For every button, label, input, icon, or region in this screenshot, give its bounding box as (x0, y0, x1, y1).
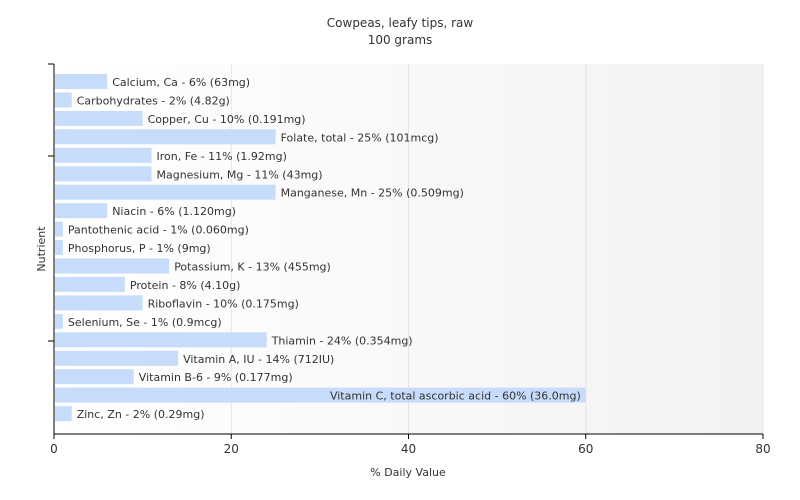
x-tick-label: 0 (50, 442, 58, 456)
bar-label: Vitamin B-6 - 9% (0.177mg) (139, 371, 293, 384)
x-tick-label: 40 (401, 442, 416, 456)
bar-label: Manganese, Mn - 25% (0.509mg) (281, 187, 464, 200)
bar (55, 258, 170, 274)
y-axis-label: Nutrient (35, 226, 48, 272)
bar (55, 221, 63, 237)
x-tick-label: 80 (755, 442, 770, 456)
bar-label: Zinc, Zn - 2% (0.29mg) (77, 408, 205, 421)
bar-label: Niacin - 6% (1.120mg) (112, 205, 236, 218)
bar-label: Magnesium, Mg - 11% (43mg) (157, 168, 323, 181)
bar (55, 203, 108, 219)
bar-label: Potassium, K - 13% (455mg) (174, 261, 331, 274)
bar (55, 295, 143, 311)
x-axis-label: % Daily Value (370, 466, 446, 479)
bar (55, 313, 63, 329)
bar (55, 406, 72, 422)
bar-label: Vitamin A, IU - 14% (712IU) (183, 353, 334, 366)
bar-label: Selenium, Se - 1% (0.9mcg) (68, 316, 222, 329)
bar (55, 387, 586, 403)
x-ticks: 0 20 40 60 80 (50, 434, 771, 456)
chart-title: Cowpeas, leafy tips, raw (327, 16, 474, 30)
bar-label: Pantothenic acid - 1% (0.060mg) (68, 224, 249, 237)
bar-label: Riboflavin - 10% (0.175mg) (148, 297, 299, 310)
bar-label: Carbohydrates - 2% (4.82g) (77, 95, 230, 108)
bar-label: Copper, Cu - 10% (0.191mg) (148, 113, 306, 126)
grid-lines (230, 64, 764, 434)
bar (55, 332, 267, 348)
bar (55, 240, 63, 255)
bar (55, 276, 125, 292)
bar-label: Folate, total - 25% (101mcg) (281, 131, 439, 144)
bar (55, 129, 276, 145)
bar-label: Thiamin - 24% (0.354mg) (271, 334, 413, 347)
bar (55, 350, 179, 366)
bar-label: Iron, Fe - 11% (1.92mg) (157, 150, 287, 163)
bar (55, 74, 108, 89)
bars: Calcium, Ca - 6% (63mg) Carbohydrates - 2… (55, 74, 586, 422)
chart-subtitle: 100 grams (368, 33, 433, 47)
bar-label: Vitamin C, total ascorbic acid - 60% (36… (330, 390, 581, 403)
bar-label: Protein - 8% (4.10g) (130, 279, 241, 292)
bar (55, 184, 276, 200)
bar (55, 166, 152, 182)
x-tick-label: 20 (224, 442, 239, 456)
bar-label: Calcium, Ca - 6% (63mg) (112, 76, 250, 89)
bar (55, 369, 134, 385)
bar-label: Phosphorus, P - 1% (9mg) (68, 242, 211, 255)
bar (55, 92, 72, 108)
x-tick-label: 60 (578, 442, 593, 456)
bar (55, 147, 152, 163)
bar (55, 110, 143, 126)
